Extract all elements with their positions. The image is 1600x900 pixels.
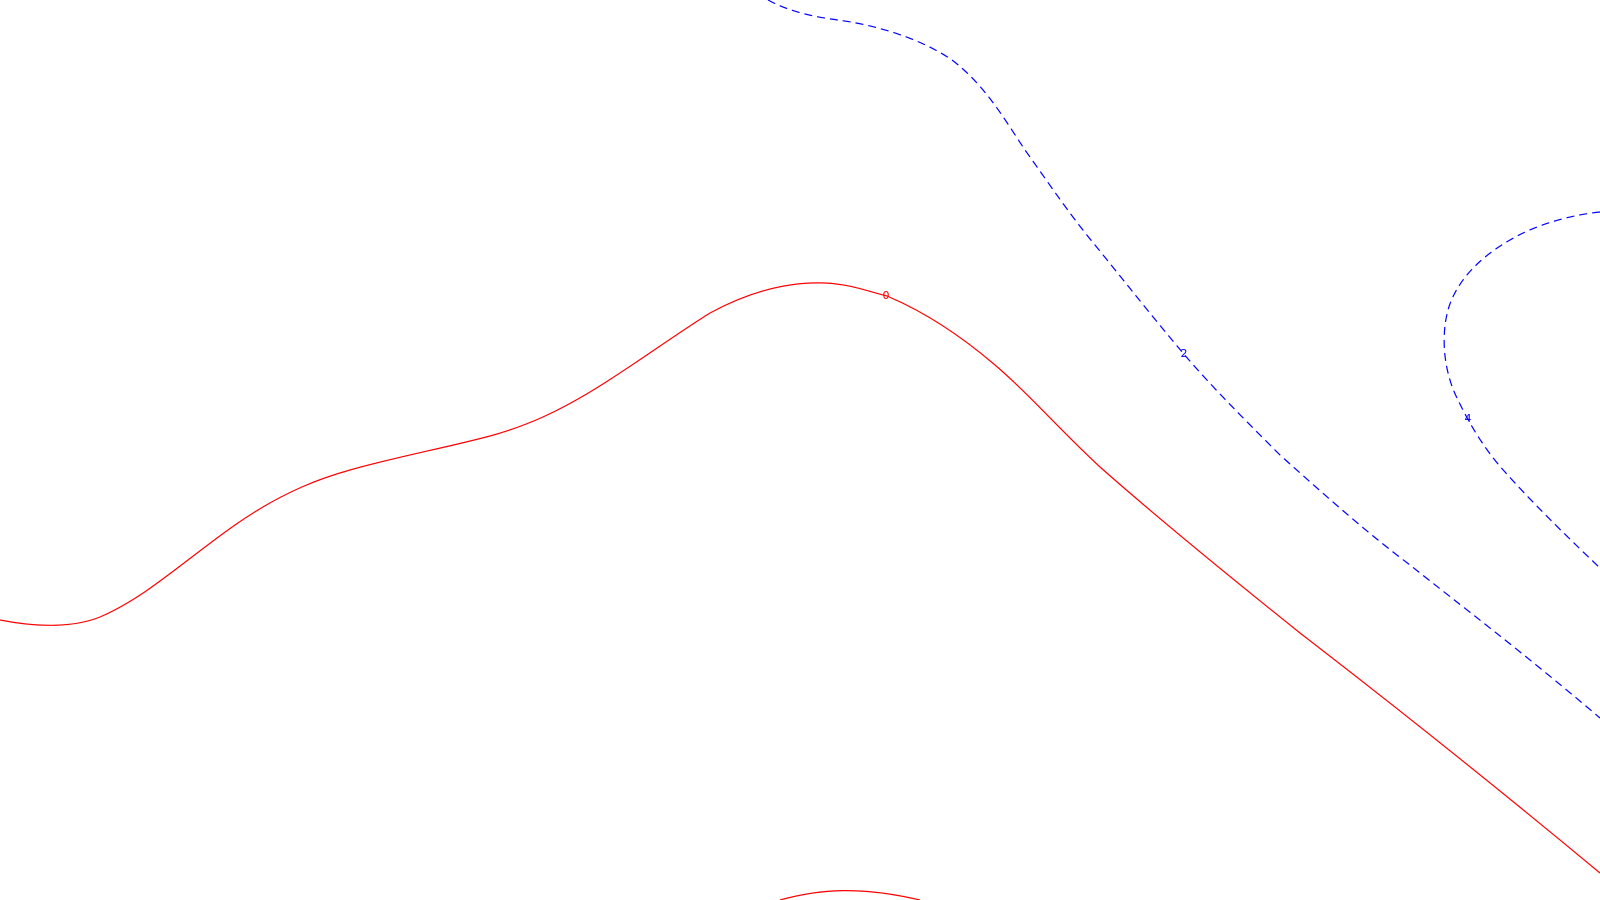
contour-line-level-0-main (0, 282, 1600, 874)
contour-label-level-4: 4 (1465, 412, 1472, 425)
contour-line-level-4 (1443, 211, 1600, 569)
contour-level-2: 2 (767, 0, 1600, 719)
contour-label-level-0: 0 (883, 289, 890, 302)
contour-level-4: 4 (1443, 211, 1600, 569)
contour-label-level-2: 2 (1181, 347, 1188, 360)
contour-line-level-0-bottom (779, 890, 921, 900)
contour-line-level-2 (767, 0, 1600, 719)
contour-level-0: 0 (0, 282, 1600, 900)
